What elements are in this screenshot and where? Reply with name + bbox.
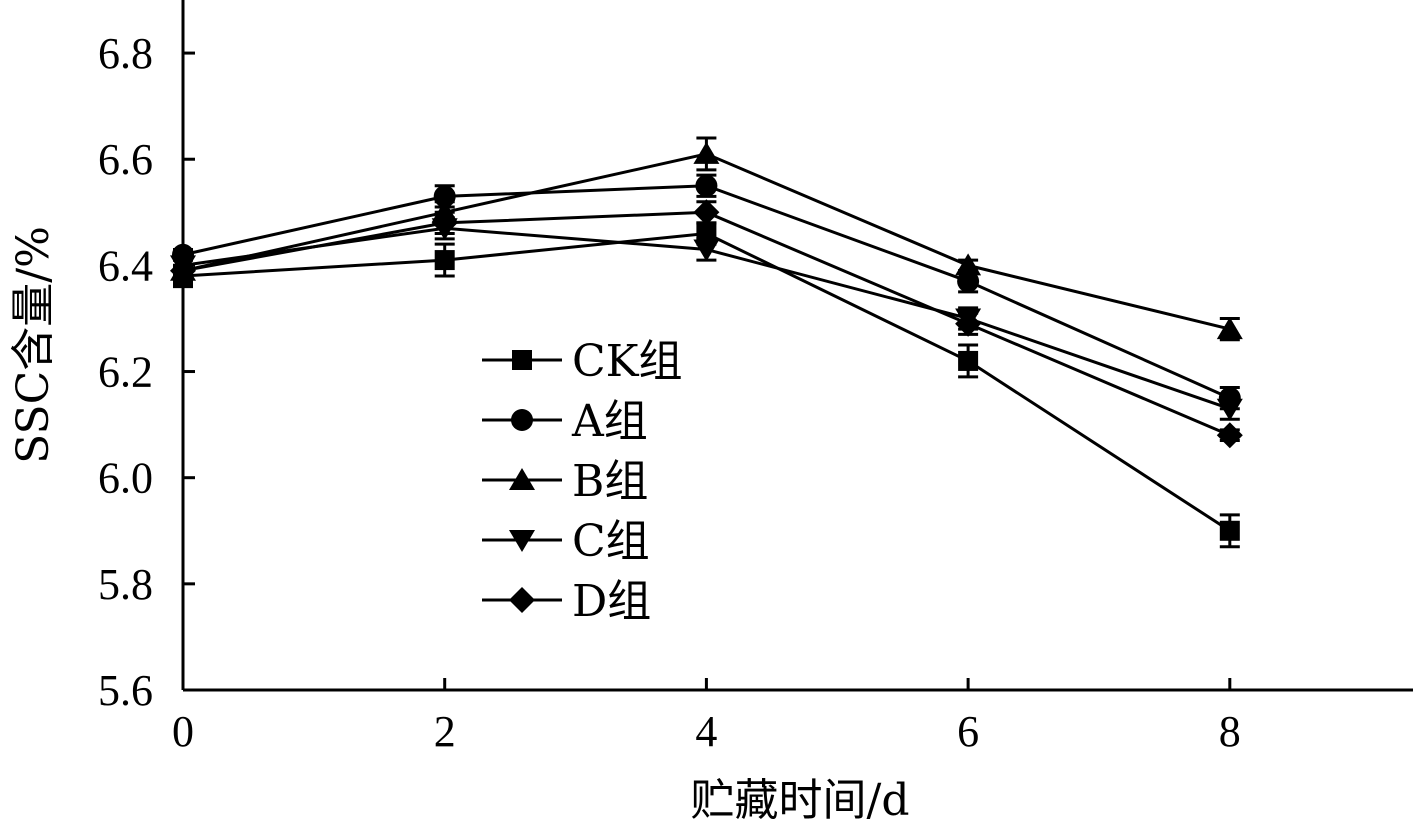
- data-point: [693, 199, 720, 226]
- series-line: [182, 232, 1231, 533]
- data-point: [1219, 520, 1240, 541]
- y-tick-label: 5.6: [98, 666, 153, 715]
- legend-item: A组: [482, 396, 648, 447]
- legend-marker: [511, 409, 533, 431]
- data-point: [957, 270, 980, 293]
- y-tick-label: 6.6: [98, 135, 153, 184]
- legend-label: CK组: [572, 336, 683, 387]
- legend-label: D组: [572, 576, 651, 627]
- series-4: [170, 216, 1243, 421]
- data-point: [955, 253, 982, 276]
- y-tick-label: 5.8: [98, 560, 153, 609]
- x-tick-label: 8: [1219, 707, 1241, 756]
- legend-item: CK组: [482, 336, 683, 387]
- data-point: [693, 141, 720, 164]
- data-point: [434, 250, 455, 271]
- legend-marker: [512, 350, 532, 370]
- y-tick-label: 6.0: [98, 454, 153, 503]
- x-tick-label: 6: [957, 707, 979, 756]
- data-point: [958, 350, 979, 371]
- legend-item: B组: [482, 456, 648, 507]
- axes: 5.6 5.8 6.0 6.2 6.4 6.6 6.8 0 2 4 6 8: [98, 0, 1413, 756]
- data-point: [1216, 422, 1243, 449]
- plot-area: [170, 136, 1243, 549]
- data-point: [1216, 398, 1243, 421]
- y-tick-label: 6.4: [98, 241, 153, 290]
- y-tick-label: 6.8: [98, 29, 153, 78]
- legend-item: C组: [482, 516, 650, 567]
- y-axis-title: SSC含量/%: [8, 226, 59, 464]
- x-tick-label: 4: [695, 707, 717, 756]
- data-point: [1216, 317, 1243, 340]
- x-axis-title: 贮藏时间/d: [691, 775, 910, 825]
- legend-marker: [509, 530, 535, 552]
- legend-label: A组: [571, 396, 648, 447]
- legend-label: C组: [572, 516, 650, 567]
- data-point: [693, 239, 720, 262]
- series-5: [170, 199, 1243, 449]
- data-point: [695, 174, 718, 197]
- y-tick-label: 6.2: [98, 348, 153, 397]
- x-tick-label: 2: [434, 707, 456, 756]
- legend-marker: [509, 468, 535, 490]
- data-point: [955, 310, 982, 337]
- x-tick-label: 0: [172, 707, 194, 756]
- legend-label: B组: [572, 456, 648, 507]
- series-1: [173, 221, 1240, 549]
- legend-marker: [509, 587, 535, 613]
- data-point: [431, 209, 458, 236]
- legend: CK组 A组 B组 C组 D组: [482, 336, 683, 627]
- legend-item: D组: [482, 576, 651, 627]
